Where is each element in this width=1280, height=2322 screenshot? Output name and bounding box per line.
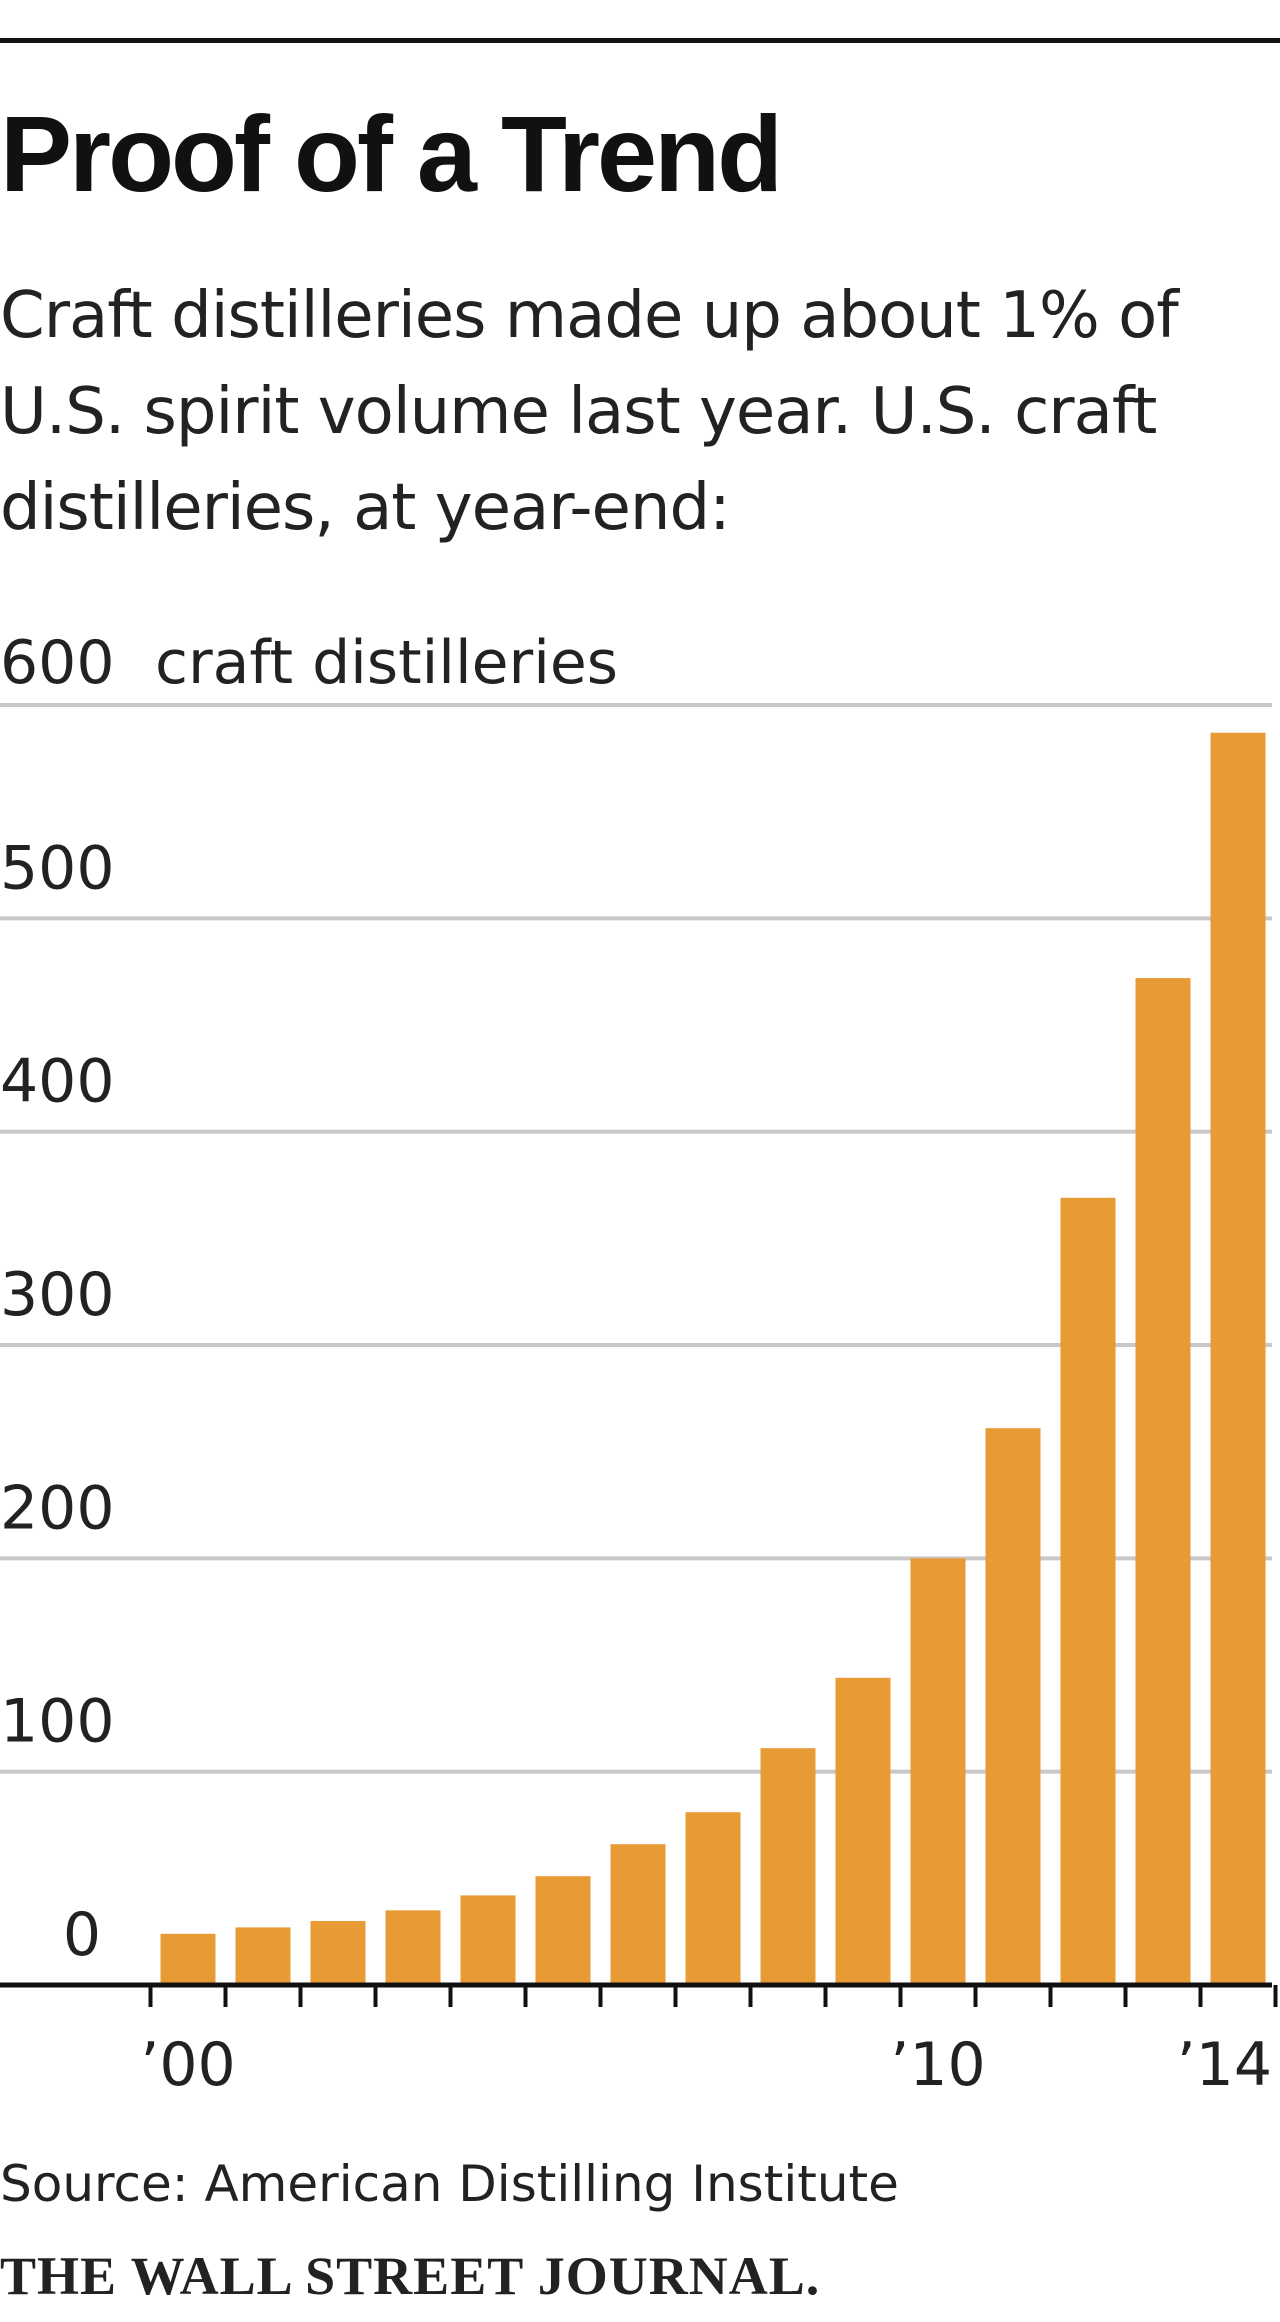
y-tick-label-400: 400 bbox=[0, 1047, 115, 1117]
x-tick-label-2000: ’00 bbox=[140, 2030, 235, 2100]
bar-2008 bbox=[760, 1748, 816, 1985]
publisher-credit: THE WALL STREET JOURNAL. bbox=[0, 2246, 821, 2306]
y-tick-label-300: 300 bbox=[0, 1260, 115, 1330]
bar-2014 bbox=[1210, 732, 1266, 1985]
bar-2007 bbox=[685, 1812, 741, 1985]
y-tick-label-200: 200 bbox=[0, 1473, 115, 1543]
bars bbox=[160, 732, 1266, 1985]
bar-2013 bbox=[1135, 978, 1191, 1985]
bar-2004 bbox=[460, 1895, 516, 1985]
top-rule bbox=[0, 38, 1280, 43]
y-axis-labels: 0 100 200 300 400 500 600 craft distilleries bbox=[0, 628, 618, 1970]
bar-2010 bbox=[910, 1558, 966, 1985]
bar-chart: 0 100 200 300 400 500 600 craft distilleries ’0… bbox=[0, 628, 1278, 2100]
bar-2006 bbox=[610, 1844, 666, 1985]
y-tick-label-0: 0 bbox=[63, 1900, 101, 1970]
bar-2000 bbox=[160, 1933, 216, 1985]
source-note: Source: American Distilling Institute bbox=[0, 2155, 899, 2213]
bar-2005 bbox=[535, 1876, 591, 1985]
bar-2012 bbox=[1060, 1197, 1116, 1985]
y-axis-unit-label: craft distilleries bbox=[155, 628, 618, 698]
y-tick-label-600: 600 bbox=[0, 628, 115, 698]
x-axis-ticks bbox=[148, 1985, 1278, 2007]
chart-title: Proof of a Trend bbox=[0, 93, 783, 214]
bar-2009 bbox=[835, 1677, 891, 1985]
x-tick-label-2014: ’14 bbox=[1177, 2030, 1272, 2100]
chart-subtitle: Craft distilleries made up about 1% of U… bbox=[0, 279, 1179, 545]
bar-2011 bbox=[985, 1428, 1041, 1985]
y-tick-label-500: 500 bbox=[0, 833, 115, 903]
bar-2001 bbox=[235, 1927, 291, 1985]
x-tick-label-2010: ’10 bbox=[890, 2030, 985, 2100]
y-tick-label-100: 100 bbox=[0, 1687, 115, 1757]
x-axis-labels: ’00 ’10 ’14 bbox=[140, 2030, 1272, 2100]
bar-2002 bbox=[310, 1921, 366, 1985]
gridlines bbox=[0, 703, 1272, 1774]
bar-2003 bbox=[385, 1910, 441, 1985]
